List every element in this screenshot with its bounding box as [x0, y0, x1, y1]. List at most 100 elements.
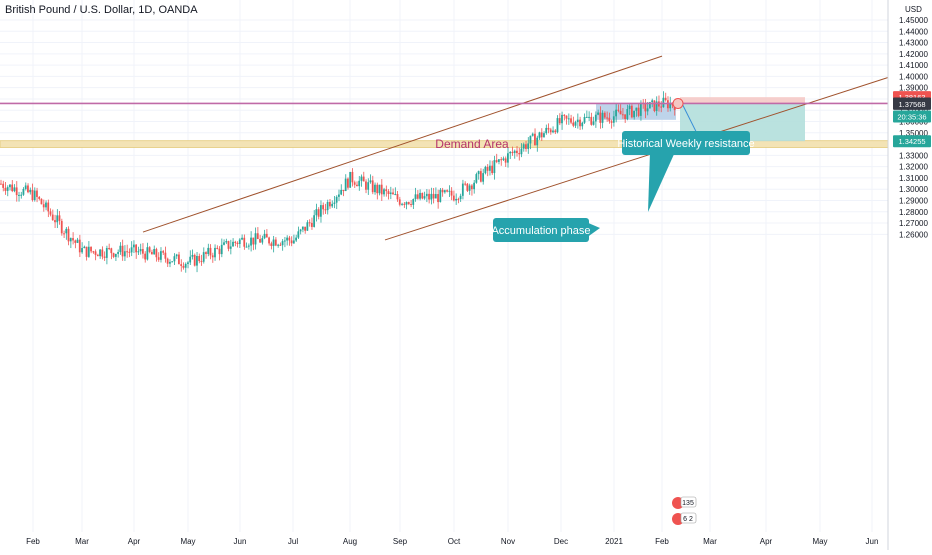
- candle-body: [286, 237, 288, 241]
- candle-body: [193, 254, 196, 266]
- candle-body: [495, 160, 498, 162]
- candle-body: [259, 239, 261, 243]
- stop-loss-zone[interactable]: [680, 97, 805, 104]
- candle-body: [450, 190, 453, 196]
- price-tick-label: 1.26000: [899, 230, 928, 239]
- price-scale-panel[interactable]: [888, 0, 932, 550]
- candle-body: [432, 193, 435, 199]
- candle-body: [477, 171, 480, 175]
- candle-body: [459, 195, 462, 200]
- candle-body: [664, 97, 667, 101]
- candle-body: [132, 244, 135, 248]
- candle-body: [461, 183, 464, 196]
- candle-body: [374, 184, 376, 193]
- candle-body: [274, 239, 277, 246]
- time-axis-label: Jul: [288, 537, 298, 546]
- time-axis-label: Nov: [501, 537, 515, 546]
- candle-body: [434, 194, 437, 199]
- candle-body: [171, 261, 174, 263]
- candle-body: [162, 251, 165, 253]
- candle-body: [155, 249, 158, 258]
- candle-body: [536, 137, 539, 146]
- candle-body: [128, 251, 131, 253]
- candle-body: [51, 214, 54, 221]
- candle-body: [42, 204, 45, 208]
- candle-body: [211, 255, 214, 258]
- badge-bottom-text: 6 2: [683, 516, 693, 523]
- accumulation-callout[interactable]: Accumulation phase: [491, 218, 600, 242]
- candle-body: [610, 121, 613, 123]
- chart-title: British Pound / U.S. Dollar, 1D, OANDA: [5, 4, 198, 16]
- candle-body: [304, 226, 306, 231]
- candle-body: [380, 184, 383, 195]
- candle-body: [49, 211, 52, 215]
- candle-body: [482, 173, 485, 182]
- candle-body: [261, 238, 264, 243]
- candle-body: [633, 110, 635, 118]
- price-tick-label: 1.30000: [899, 185, 928, 194]
- badge-top-text: 135: [682, 500, 694, 507]
- candle-body: [58, 215, 61, 221]
- candle-body: [196, 256, 198, 266]
- candle-body: [33, 190, 36, 201]
- candle-body: [594, 114, 597, 122]
- candle-body: [493, 160, 496, 174]
- candle-body: [0, 183, 2, 185]
- channel-upper-line[interactable]: [142, 55, 663, 233]
- candle-body: [538, 132, 541, 138]
- candle-body: [378, 184, 381, 194]
- price-tick-label: 1.41000: [899, 61, 928, 70]
- candle-body: [4, 187, 7, 191]
- candle-body: [301, 226, 304, 230]
- candle-body: [527, 143, 530, 149]
- candle-body: [619, 110, 622, 115]
- candle-body: [407, 202, 410, 205]
- candle-body: [525, 144, 527, 149]
- event-badges[interactable]: 135 6 2: [672, 496, 697, 525]
- candle-body: [376, 184, 379, 194]
- plot-background: [0, 0, 888, 550]
- candle-body: [36, 190, 38, 197]
- candle-body: [331, 203, 334, 207]
- candle-body: [588, 116, 590, 118]
- candle-body: [385, 189, 388, 192]
- candle-body: [344, 178, 347, 192]
- time-axis-label: Oct: [448, 537, 461, 546]
- candle-body: [651, 100, 654, 103]
- candle-body: [290, 240, 293, 244]
- candle-body: [229, 246, 232, 249]
- candle-body: [624, 114, 626, 120]
- candle-body: [387, 191, 390, 195]
- candle-body: [13, 187, 16, 192]
- candle-body: [446, 190, 448, 192]
- candle-body: [358, 180, 361, 187]
- candle-body: [308, 222, 311, 224]
- candle-body: [581, 122, 584, 127]
- candle-body: [394, 194, 397, 196]
- candle-body: [38, 196, 41, 199]
- candle-body: [502, 158, 505, 160]
- candle-body: [157, 257, 160, 260]
- candle-body: [148, 247, 151, 252]
- candle-body: [245, 246, 248, 248]
- candle-body: [292, 240, 295, 244]
- weekly-resistance-callout[interactable]: Historical Weekly resistance: [617, 131, 755, 212]
- candle-body: [324, 209, 327, 211]
- channel-lower-line[interactable]: [384, 77, 889, 241]
- candle-body: [416, 194, 419, 199]
- candle-body: [135, 244, 137, 253]
- candle-body: [20, 194, 23, 196]
- price-tick-label: 1.27000: [899, 219, 928, 228]
- candle-body: [466, 183, 469, 191]
- candle-body: [403, 203, 406, 205]
- entry-marker-icon[interactable]: [672, 97, 684, 109]
- candle-body: [81, 248, 83, 253]
- accumulation-text: Accumulation phase: [491, 225, 590, 237]
- candle-body: [547, 127, 550, 130]
- candle-body: [369, 180, 372, 183]
- price-marker-text: 1.34255: [898, 137, 925, 146]
- candle-body: [47, 202, 50, 212]
- candle-body: [606, 117, 608, 119]
